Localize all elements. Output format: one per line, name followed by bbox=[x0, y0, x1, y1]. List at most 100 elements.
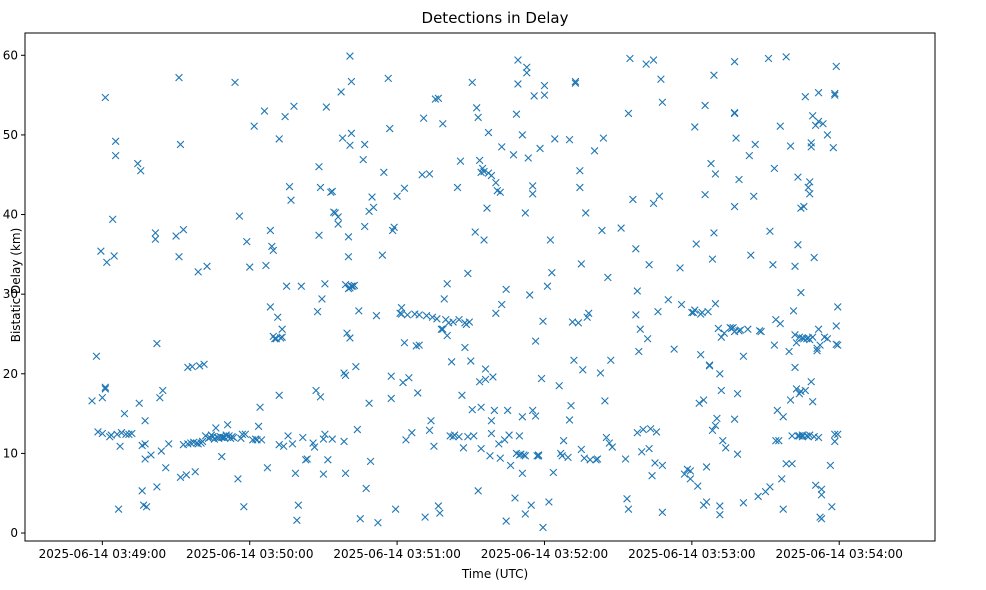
detection-point bbox=[531, 412, 540, 420]
detection-point bbox=[461, 343, 469, 352]
detection-point bbox=[287, 196, 295, 204]
detection-point bbox=[719, 436, 727, 445]
detection-point bbox=[579, 366, 587, 374]
plot-area bbox=[24, 32, 936, 542]
detection-point bbox=[567, 401, 575, 410]
detection-point bbox=[565, 416, 574, 424]
detection-point bbox=[658, 508, 667, 517]
chart-title: Detections in Delay bbox=[422, 9, 569, 27]
detection-point bbox=[179, 225, 188, 234]
detection-point bbox=[275, 440, 283, 449]
detection-point bbox=[455, 432, 463, 441]
detection-point bbox=[315, 231, 323, 240]
detection-point bbox=[156, 393, 164, 402]
detection-point bbox=[419, 114, 428, 122]
detection-point bbox=[111, 137, 120, 146]
detection-point bbox=[558, 452, 566, 460]
detection-point bbox=[514, 80, 522, 88]
detection-point bbox=[699, 396, 708, 404]
detection-point bbox=[434, 94, 443, 103]
detection-point bbox=[480, 167, 488, 176]
detection-point bbox=[805, 431, 814, 439]
detection-point bbox=[577, 445, 586, 454]
detection-point bbox=[341, 469, 350, 478]
detection-point bbox=[418, 170, 426, 179]
detection-point bbox=[273, 313, 282, 322]
detection-point bbox=[598, 226, 606, 235]
detection-point bbox=[256, 403, 264, 412]
detection-point bbox=[475, 377, 484, 386]
detection-point bbox=[159, 386, 167, 395]
detection-point bbox=[534, 452, 543, 460]
detection-point bbox=[400, 184, 409, 193]
detection-point bbox=[801, 92, 810, 101]
detection-point bbox=[739, 498, 748, 507]
detection-point bbox=[489, 373, 497, 381]
detection-point bbox=[290, 102, 298, 111]
detection-point bbox=[747, 251, 755, 259]
detection-point bbox=[184, 440, 192, 448]
detection-point bbox=[387, 394, 395, 403]
detection-point bbox=[260, 107, 269, 115]
detection-point bbox=[397, 303, 406, 312]
detection-point bbox=[716, 370, 724, 378]
detection-point bbox=[194, 440, 202, 448]
detection-point bbox=[570, 356, 578, 365]
detection-point bbox=[385, 124, 394, 133]
detection-point bbox=[187, 439, 195, 447]
detection-point bbox=[475, 156, 484, 165]
detection-point bbox=[431, 95, 440, 103]
detection-point bbox=[521, 510, 530, 518]
detection-point bbox=[334, 213, 342, 221]
detection-point bbox=[623, 495, 631, 503]
detection-point bbox=[111, 151, 120, 160]
detection-point bbox=[384, 74, 393, 83]
detection-point bbox=[624, 109, 633, 118]
detection-point bbox=[288, 440, 297, 448]
detection-point bbox=[347, 282, 356, 290]
detection-point bbox=[786, 396, 795, 404]
detection-point bbox=[359, 155, 367, 164]
detection-point bbox=[632, 311, 640, 319]
detection-point bbox=[580, 454, 589, 462]
detection-point bbox=[785, 347, 793, 356]
detection-point bbox=[604, 273, 612, 282]
detection-point bbox=[749, 192, 758, 201]
detection-point bbox=[794, 173, 802, 181]
detection-point bbox=[808, 397, 817, 406]
detection-point bbox=[599, 134, 608, 142]
detection-point bbox=[439, 325, 447, 333]
detection-point bbox=[465, 318, 474, 326]
detection-point bbox=[601, 397, 609, 405]
detection-point bbox=[518, 412, 527, 421]
detection-point bbox=[380, 168, 388, 177]
detection-point bbox=[257, 436, 266, 444]
detection-point bbox=[693, 482, 702, 490]
detection-point bbox=[833, 430, 842, 439]
detection-point bbox=[527, 501, 535, 509]
detection-point bbox=[645, 260, 653, 269]
detection-point bbox=[331, 209, 339, 217]
detection-point bbox=[708, 426, 717, 435]
detection-point bbox=[739, 352, 748, 361]
detection-point bbox=[545, 498, 553, 506]
detection-point bbox=[250, 122, 258, 130]
detection-point bbox=[456, 157, 465, 165]
detection-point bbox=[686, 467, 695, 475]
detection-point bbox=[521, 209, 530, 217]
detection-point bbox=[733, 389, 742, 398]
detection-point bbox=[310, 443, 319, 451]
detection-point bbox=[477, 444, 485, 453]
detection-point bbox=[234, 475, 242, 483]
detection-point bbox=[372, 311, 381, 320]
detection-point bbox=[807, 143, 815, 151]
y-tick-label: 40 bbox=[3, 208, 18, 222]
detection-point bbox=[147, 451, 155, 459]
detection-point bbox=[114, 505, 123, 513]
detection-point bbox=[531, 337, 540, 345]
x-tick-label: 2025-06-14 03:49:00 bbox=[39, 547, 166, 561]
detection-point bbox=[412, 342, 421, 350]
detection-point bbox=[355, 307, 363, 315]
detection-point bbox=[530, 92, 538, 100]
detection-point bbox=[705, 362, 714, 370]
